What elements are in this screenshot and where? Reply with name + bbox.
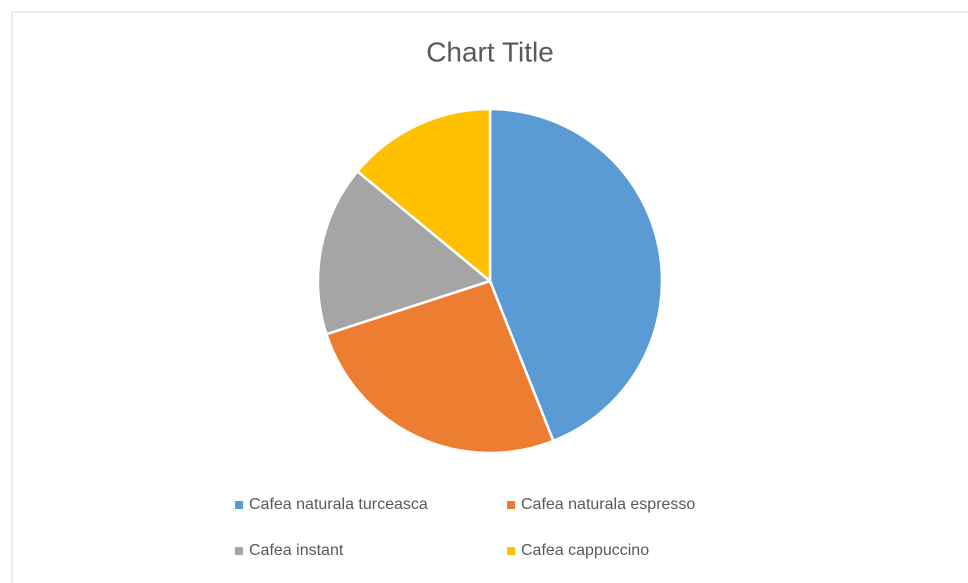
legend-label: Cafea naturala espresso — [521, 496, 695, 513]
pie-slice — [488, 107, 664, 443]
legend-swatch — [507, 501, 515, 509]
legend-label: Cafea naturala turceasca — [249, 496, 428, 513]
legend-label: Cafea cappuccino — [521, 542, 649, 559]
legend-swatch — [507, 547, 515, 555]
pie-slice — [356, 107, 492, 283]
pie-slice — [325, 279, 555, 455]
legend-label: Cafea instant — [249, 542, 344, 559]
legend-swatch — [235, 501, 243, 509]
pie-slice — [316, 170, 492, 336]
chart-title: Chart Title — [426, 36, 554, 67]
legend-swatch — [235, 547, 243, 555]
